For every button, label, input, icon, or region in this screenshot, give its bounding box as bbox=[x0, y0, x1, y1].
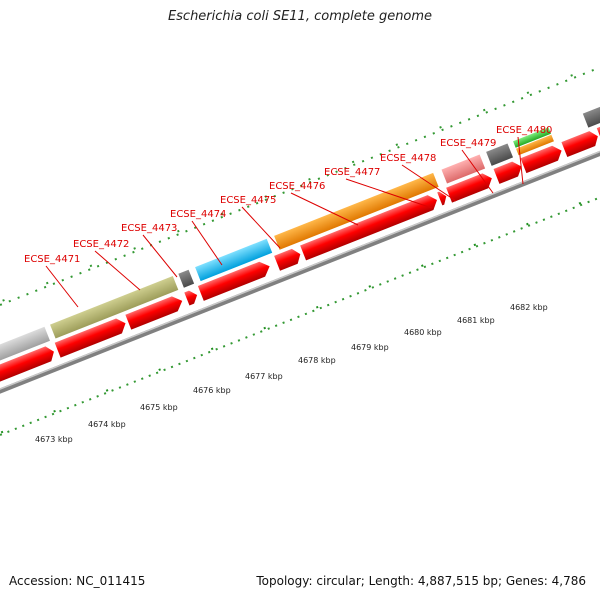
genome-backbone bbox=[0, 134, 600, 398]
ruler-tick-label: 4678 kbp bbox=[298, 356, 336, 365]
ruler-tick-label: 4682 kbp bbox=[510, 303, 548, 312]
ruler-tick-label: 4681 kbp bbox=[457, 316, 495, 325]
gene-label-leaders bbox=[45, 136, 524, 308]
gene-label: ECSE_4478 bbox=[380, 153, 436, 164]
ruler-tick-label: 4679 kbp bbox=[351, 343, 389, 352]
genome-summary: Topology: circular; Length: 4,887,515 bp… bbox=[256, 574, 586, 588]
gene-label-leader bbox=[142, 234, 178, 278]
gene-label-leader bbox=[290, 192, 359, 226]
ruler-tick-label: 4675 kbp bbox=[140, 403, 178, 412]
gene-label: ECSE_4480 bbox=[496, 125, 552, 136]
ruler-label-layer: 4673 kbp 4674 kbp 4675 kbp 4676 kbp 4677 kbp… bbox=[35, 303, 548, 444]
gene-label: ECSE_4473 bbox=[121, 223, 177, 234]
ruler-tick-label: 4680 kbp bbox=[404, 328, 442, 337]
gene-label: ECSE_4477 bbox=[324, 167, 380, 178]
gene-label-leader bbox=[241, 206, 281, 249]
accession-label: Accession: NC_011415 bbox=[9, 574, 146, 588]
gene-label-leader bbox=[45, 265, 79, 308]
gene-label-leader bbox=[191, 220, 223, 266]
gene-label-leader bbox=[345, 178, 433, 209]
gene-label: ECSE_4476 bbox=[269, 181, 325, 192]
ruler-tick-label: 4676 kbp bbox=[193, 386, 231, 395]
ruler-tick-label: 4673 kbp bbox=[35, 435, 73, 444]
gene-label: ECSE_4475 bbox=[220, 195, 276, 206]
ruler-ticks bbox=[0, 181, 600, 436]
gene-label-leader bbox=[461, 149, 494, 194]
gene-label: ECSE_4471 bbox=[24, 254, 80, 265]
gene-label-leader bbox=[94, 250, 141, 291]
map-title: Escherichia coli SE11, complete genome bbox=[167, 9, 433, 24]
upper-feature-track bbox=[0, 98, 600, 362]
gene-label-layer: ECSE_4471 ECSE_4472 ECSE_4473 ECSE_4474 ECSE… bbox=[24, 125, 552, 265]
ruler-tick-label: 4674 kbp bbox=[88, 420, 126, 429]
ruler-tick-label: 4677 kbp bbox=[245, 372, 283, 381]
gene-label-leader bbox=[401, 164, 457, 202]
gene-label: ECSE_4472 bbox=[73, 239, 129, 250]
gene-label-leader bbox=[517, 136, 524, 185]
gene-label: ECSE_4479 bbox=[440, 138, 496, 149]
cds-track bbox=[0, 111, 600, 383]
gene-label: ECSE_4474 bbox=[170, 209, 226, 220]
